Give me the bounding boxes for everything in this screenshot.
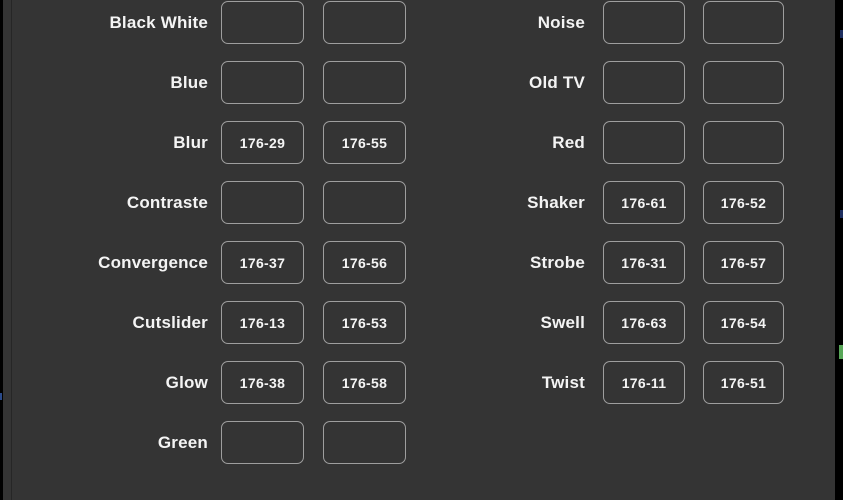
midi-mapping-box[interactable]: 176-58 (323, 361, 406, 404)
midi-mapping-box[interactable]: 176-38 (221, 361, 304, 404)
mapping-row: Cutslider 176-13 176-53 (3, 300, 424, 360)
effect-label: Green (157, 432, 208, 452)
effect-label: Strobe (529, 252, 585, 272)
midi-mapping-box[interactable] (323, 181, 406, 224)
effect-label: Cutslider (132, 312, 208, 332)
midi-mapping-box[interactable]: 176-11 (603, 361, 685, 404)
midi-mapping-box[interactable]: 176-55 (323, 121, 406, 164)
midi-mapping-box[interactable]: 176-37 (221, 241, 304, 284)
midi-mapping-box[interactable]: 176-31 (603, 241, 685, 284)
midi-mapping-box[interactable] (221, 61, 304, 104)
desktop-fragment-blue (840, 210, 843, 218)
mapping-row: Noise (424, 0, 838, 60)
mapping-row: Swell 176-63 176-54 (424, 300, 838, 360)
midi-mapping-box[interactable] (221, 1, 304, 44)
effect-label: Shaker (527, 192, 585, 212)
midi-mapping-box[interactable] (703, 121, 784, 164)
midi-mapping-box[interactable] (323, 1, 406, 44)
mapping-row: Old TV (424, 60, 838, 120)
panel-edge-line (11, 0, 12, 500)
effect-label: Twist (541, 372, 585, 392)
mapping-row: Contraste (3, 180, 424, 240)
midi-mapping-box[interactable] (603, 121, 685, 164)
midi-mapping-box[interactable]: 176-13 (221, 301, 304, 344)
mapping-column-right: Noise Old TV Red Shaker 176-61 176-52 St… (424, 0, 838, 500)
midi-mapping-box[interactable]: 176-61 (603, 181, 685, 224)
midi-mapping-box[interactable] (323, 421, 406, 464)
desktop-fragment-blue (840, 30, 843, 38)
midi-mapping-box[interactable]: 176-53 (323, 301, 406, 344)
mapping-row: Twist 176-11 176-51 (424, 360, 838, 420)
effect-label: Blur (173, 132, 208, 152)
effect-label: Contraste (126, 192, 208, 212)
mapping-row: Shaker 176-61 176-52 (424, 180, 838, 240)
mapping-row: Blur 176-29 176-55 (3, 120, 424, 180)
midi-mapping-box[interactable] (703, 1, 784, 44)
midi-mapping-box[interactable] (221, 181, 304, 224)
effect-label: Old TV (529, 72, 585, 92)
midi-mapping-box[interactable] (603, 1, 685, 44)
midi-mapping-box[interactable] (323, 61, 406, 104)
effect-label: Swell (540, 312, 585, 332)
midi-mapping-box[interactable] (221, 421, 304, 464)
mapping-row: Strobe 176-31 176-57 (424, 240, 838, 300)
effect-label: Red (552, 132, 585, 152)
mapping-row: Convergence 176-37 176-56 (3, 240, 424, 300)
effect-label: Convergence (98, 252, 208, 272)
midi-mapping-box[interactable]: 176-63 (603, 301, 685, 344)
mapping-column-left: Black White Blue Blur 176-29 176-55 Cont… (3, 0, 424, 500)
mapping-row: Blue (3, 60, 424, 120)
desktop-fragment-green (839, 345, 843, 359)
mapping-row: Glow 176-38 176-58 (3, 360, 424, 420)
mapping-row: Green (3, 420, 424, 480)
mapping-row: Black White (3, 0, 424, 60)
midi-mapping-box[interactable] (703, 61, 784, 104)
mapping-panel: Black White Blue Blur 176-29 176-55 Cont… (3, 0, 835, 500)
midi-mapping-box[interactable]: 176-51 (703, 361, 784, 404)
midi-mapping-box[interactable]: 176-29 (221, 121, 304, 164)
effect-label: Glow (165, 372, 208, 392)
effect-label: Blue (170, 72, 208, 92)
effect-label: Noise (537, 12, 585, 32)
effect-label: Black White (109, 12, 208, 32)
midi-mapping-box[interactable]: 176-52 (703, 181, 784, 224)
midi-mapping-box[interactable]: 176-56 (323, 241, 406, 284)
midi-mapping-box[interactable]: 176-57 (703, 241, 784, 284)
mapping-row: Red (424, 120, 838, 180)
midi-mapping-box[interactable]: 176-54 (703, 301, 784, 344)
midi-mapping-box[interactable] (603, 61, 685, 104)
desktop-fragment-blue (0, 393, 2, 400)
